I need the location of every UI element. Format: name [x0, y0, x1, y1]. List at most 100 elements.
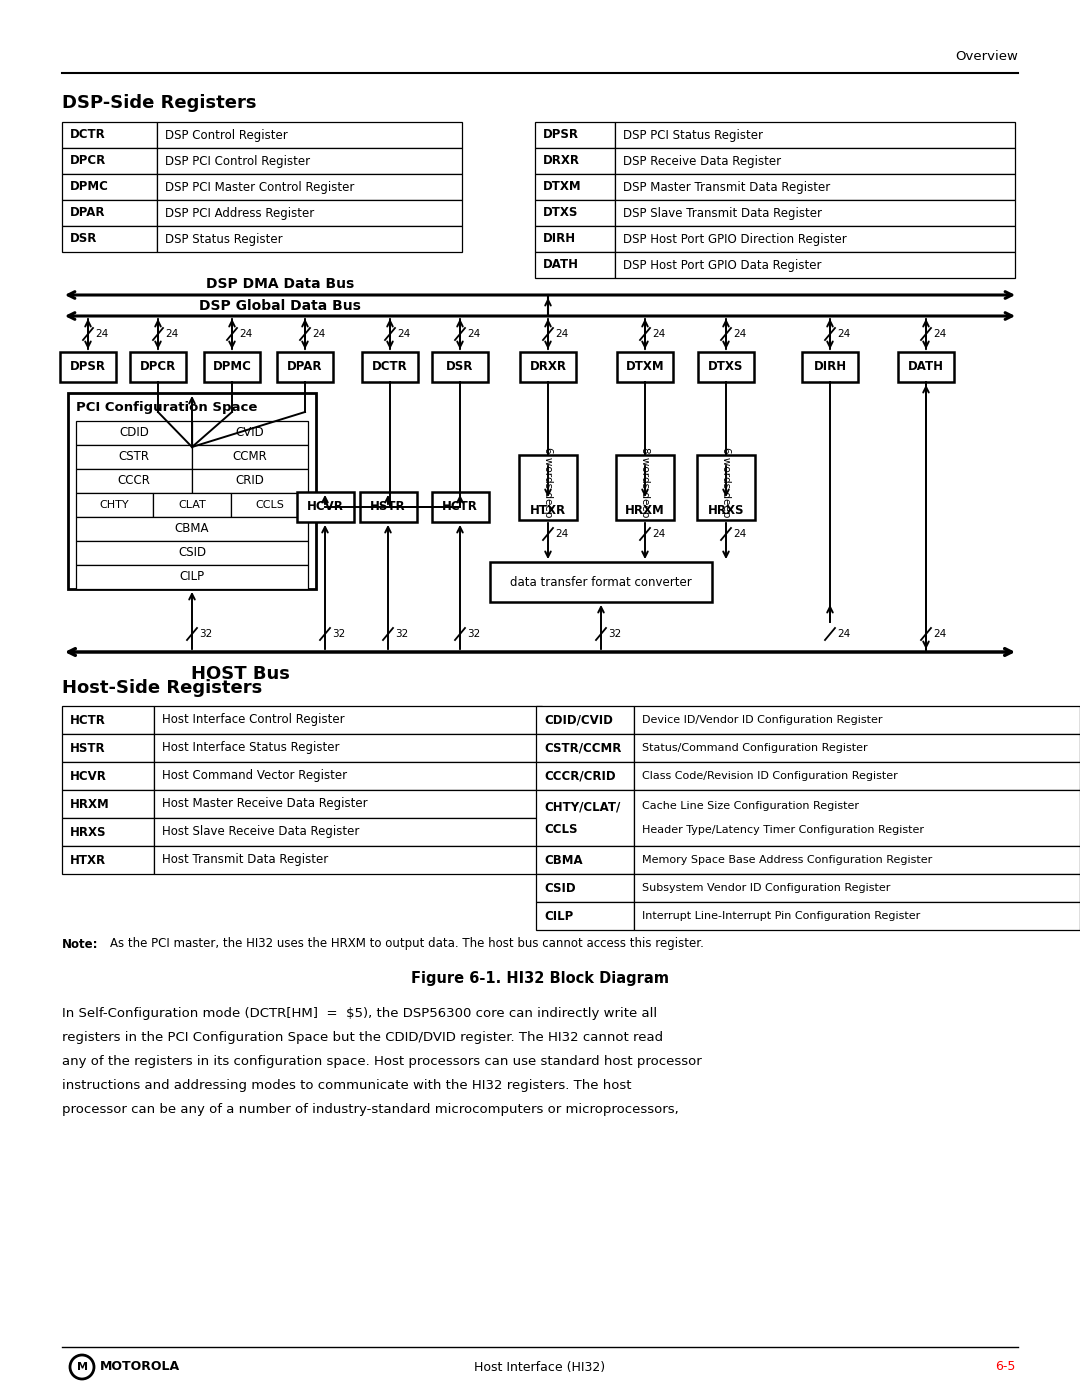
Bar — [432, 352, 488, 381]
Text: processor can be any of a number of industry-standard microcomputers or micropro: processor can be any of a number of indu… — [62, 1104, 678, 1116]
Bar — [535, 148, 615, 175]
Text: Host Command Vector Register: Host Command Vector Register — [162, 770, 347, 782]
Text: CCLS: CCLS — [544, 823, 578, 835]
Text: CCLS: CCLS — [255, 500, 284, 510]
Text: Cache Line Size Configuration Register: Cache Line Size Configuration Register — [642, 800, 859, 810]
Bar — [154, 789, 542, 819]
Bar — [157, 226, 462, 251]
Bar — [192, 446, 308, 469]
Bar — [634, 875, 1080, 902]
Text: 24: 24 — [837, 629, 850, 638]
Text: CLAT: CLAT — [178, 500, 206, 510]
Text: Note:: Note: — [62, 937, 98, 950]
Text: 24: 24 — [312, 330, 325, 339]
Text: CCCR: CCCR — [118, 475, 150, 488]
Text: 6 words deep: 6 words deep — [543, 447, 553, 518]
Bar — [76, 517, 308, 541]
Bar — [154, 733, 542, 761]
Bar — [154, 847, 542, 875]
Text: DIRH: DIRH — [813, 360, 847, 373]
Text: any of the registers in its configuration space. Host processors can use standar: any of the registers in its configuratio… — [62, 1056, 702, 1069]
Bar — [297, 492, 353, 522]
Text: HRXM: HRXM — [70, 798, 110, 810]
Text: 24: 24 — [733, 330, 746, 339]
Text: Host Master Receive Data Register: Host Master Receive Data Register — [162, 798, 367, 810]
Text: DSR: DSR — [446, 360, 474, 373]
Circle shape — [70, 1355, 94, 1379]
Bar — [157, 175, 462, 200]
Bar — [490, 562, 712, 602]
Bar — [536, 875, 634, 902]
Text: HOST Bus: HOST Bus — [190, 665, 289, 683]
Text: CCCR/CRID: CCCR/CRID — [544, 770, 616, 782]
Text: CBMA: CBMA — [544, 854, 582, 866]
Bar — [276, 352, 333, 381]
Bar — [802, 352, 858, 381]
Bar — [615, 200, 1015, 226]
Text: CRID: CRID — [235, 475, 265, 488]
Bar — [432, 492, 488, 522]
Text: PCI Configuration Space: PCI Configuration Space — [76, 401, 257, 414]
Text: 32: 32 — [199, 629, 213, 638]
Text: DPCR: DPCR — [140, 360, 176, 373]
Text: 24: 24 — [652, 529, 665, 539]
Bar — [154, 819, 542, 847]
Bar — [360, 492, 417, 522]
Text: instructions and addressing modes to communicate with the HI32 registers. The ho: instructions and addressing modes to com… — [62, 1080, 632, 1092]
Text: 24: 24 — [239, 330, 253, 339]
Bar — [62, 200, 157, 226]
Text: DSP PCI Address Register: DSP PCI Address Register — [165, 207, 314, 219]
Bar — [519, 455, 577, 520]
Text: DPAR: DPAR — [287, 360, 323, 373]
Text: Host Interface (HI32): Host Interface (HI32) — [474, 1361, 606, 1373]
Text: HSTR: HSTR — [70, 742, 106, 754]
Bar — [76, 564, 308, 590]
Text: Header Type/Latency Timer Configuration Register: Header Type/Latency Timer Configuration … — [642, 826, 924, 835]
Text: 24: 24 — [837, 330, 850, 339]
Text: DSP Master Transmit Data Register: DSP Master Transmit Data Register — [623, 180, 831, 194]
Text: MOTOROLA: MOTOROLA — [100, 1361, 180, 1373]
Text: DSR: DSR — [70, 232, 97, 246]
Bar — [192, 469, 308, 493]
Bar — [62, 761, 154, 789]
Text: Figure 6-1. HI32 Block Diagram: Figure 6-1. HI32 Block Diagram — [411, 971, 669, 985]
Bar — [153, 493, 231, 517]
Text: CDID: CDID — [119, 426, 149, 440]
Bar — [634, 761, 1080, 789]
Bar — [76, 420, 192, 446]
Bar — [362, 352, 418, 381]
Text: HTXR: HTXR — [70, 854, 106, 866]
Text: M: M — [77, 1362, 87, 1372]
Text: CILP: CILP — [544, 909, 573, 922]
Text: DSP Receive Data Register: DSP Receive Data Register — [623, 155, 781, 168]
Text: DSP DMA Data Bus: DSP DMA Data Bus — [206, 277, 354, 291]
Bar — [62, 819, 154, 847]
Text: DPSR: DPSR — [543, 129, 579, 141]
Text: DATH: DATH — [543, 258, 579, 271]
Bar — [615, 251, 1015, 278]
Text: DSP Host Port GPIO Data Register: DSP Host Port GPIO Data Register — [623, 258, 822, 271]
Text: CILP: CILP — [179, 570, 204, 584]
Bar — [615, 175, 1015, 200]
Bar — [616, 455, 674, 520]
Bar — [535, 200, 615, 226]
Bar — [62, 733, 154, 761]
Text: DTXM: DTXM — [625, 360, 664, 373]
Bar — [535, 251, 615, 278]
Bar — [192, 420, 308, 446]
Text: CCMR: CCMR — [232, 450, 268, 464]
Text: 6-5: 6-5 — [996, 1361, 1016, 1373]
Text: As the PCI master, the HI32 uses the HRXM to output data. The host bus cannot ac: As the PCI master, the HI32 uses the HRX… — [110, 937, 704, 950]
Text: 24: 24 — [165, 330, 178, 339]
Text: 24: 24 — [652, 330, 665, 339]
Text: DSP Host Port GPIO Direction Register: DSP Host Port GPIO Direction Register — [623, 232, 847, 246]
Text: HCTR: HCTR — [442, 500, 478, 514]
Bar — [897, 352, 954, 381]
Text: Overview: Overview — [955, 50, 1018, 63]
Text: DSP Global Data Bus: DSP Global Data Bus — [199, 299, 361, 313]
Text: HRXS: HRXS — [707, 503, 744, 517]
Bar — [76, 541, 308, 564]
Bar — [536, 847, 634, 875]
Text: DSP PCI Master Control Register: DSP PCI Master Control Register — [165, 180, 354, 194]
Text: 24: 24 — [733, 529, 746, 539]
